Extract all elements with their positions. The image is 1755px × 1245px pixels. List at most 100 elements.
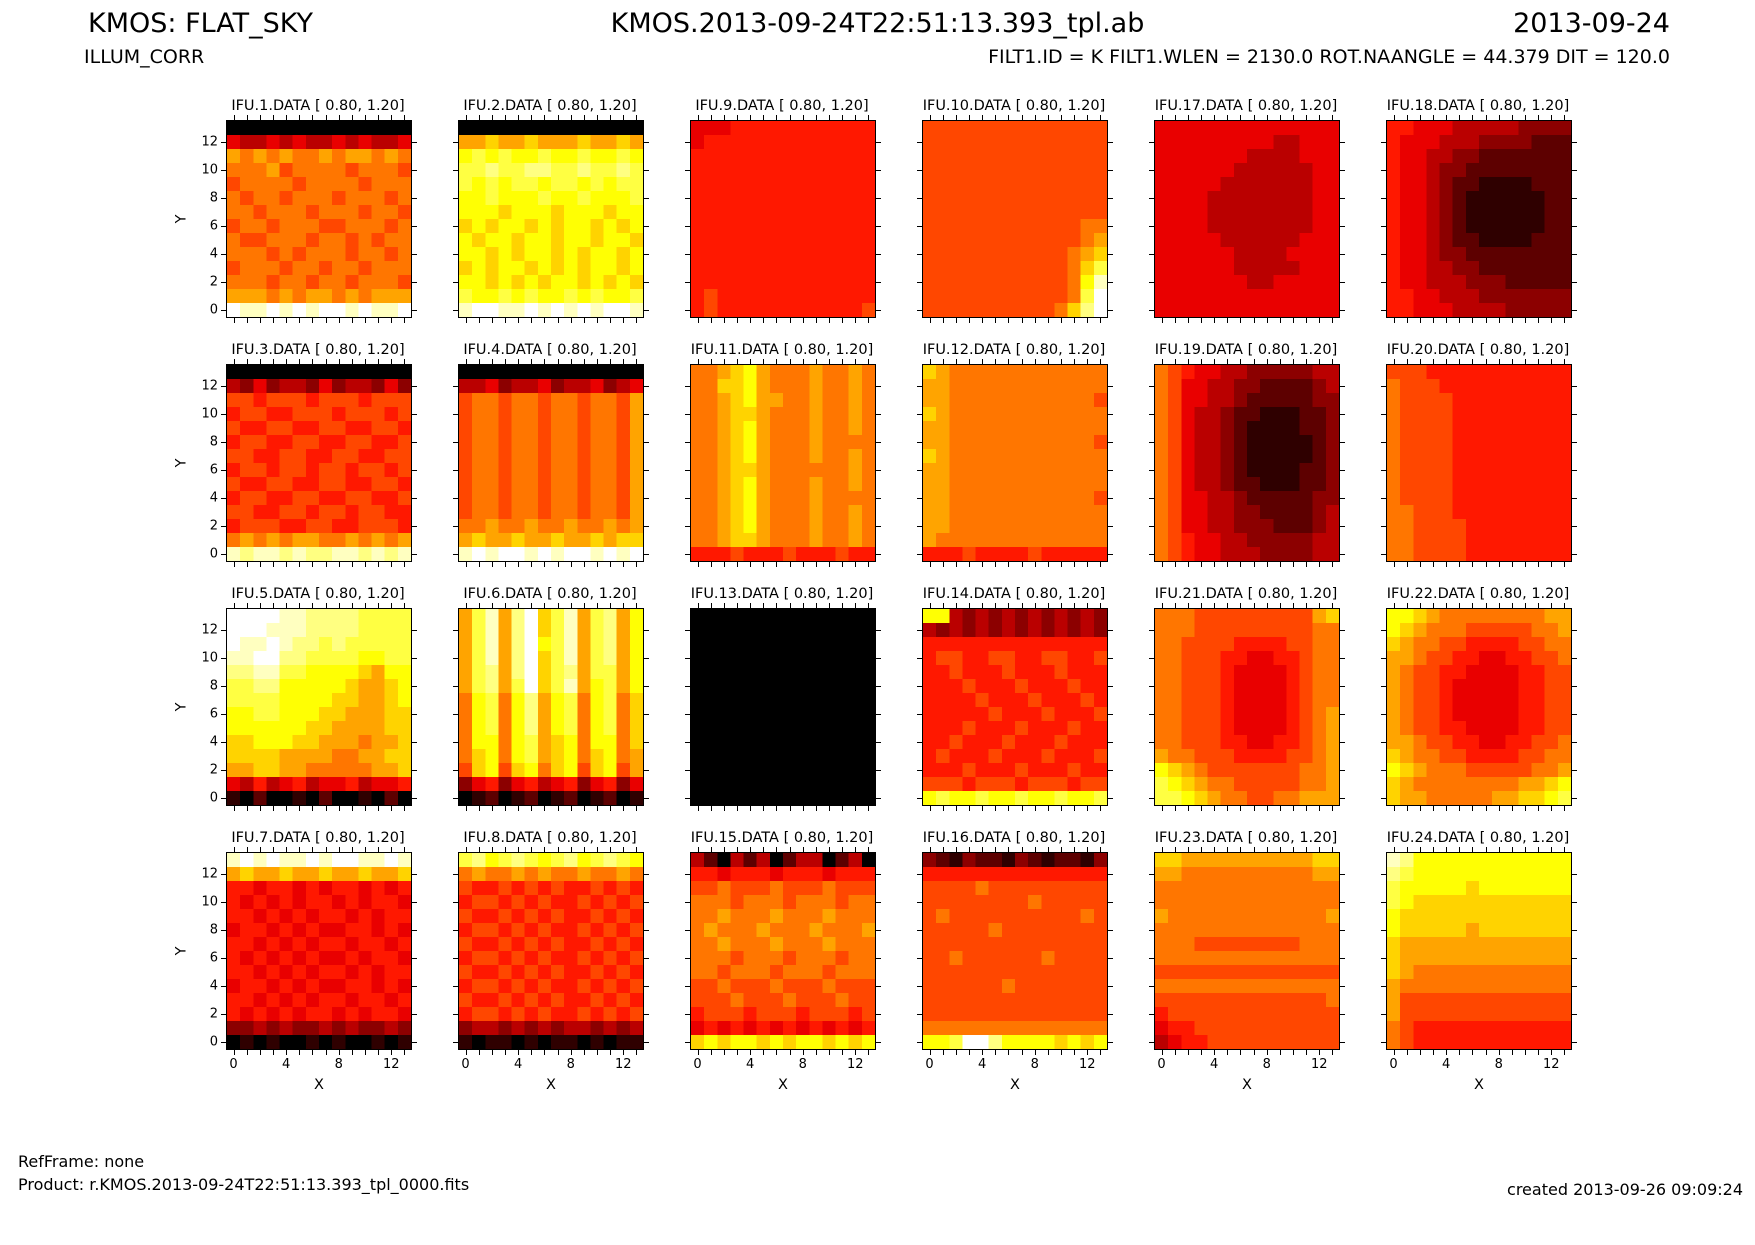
x-tick [1161, 603, 1163, 608]
y-tick [917, 770, 922, 771]
y-tick [1149, 1014, 1154, 1015]
y-tick [1381, 741, 1386, 743]
y-tick [1149, 198, 1154, 199]
panel-title: IFU.21.DATA [ 0.80, 1.20] [1154, 586, 1338, 602]
heatmap-canvas [459, 853, 643, 1049]
y-tick [1340, 282, 1345, 283]
y-tick [412, 470, 417, 471]
x-tick [557, 318, 559, 323]
x-tick [1021, 806, 1023, 811]
x-tick [391, 847, 393, 852]
x-tick [1306, 562, 1308, 567]
y-tick [644, 414, 649, 415]
x-tick-label: 8 [798, 1057, 807, 1072]
y-tick [453, 958, 458, 959]
x-tick [1074, 115, 1076, 120]
x-tick [325, 359, 327, 364]
y-tick [1572, 930, 1577, 931]
x-tick [505, 847, 506, 852]
x-tick [491, 806, 493, 811]
x-tick [505, 115, 506, 120]
y-tick [1572, 1042, 1577, 1043]
x-tick-label: 8 [566, 1057, 575, 1072]
x-tick [391, 318, 393, 323]
y-tick [876, 170, 881, 171]
x-tick [1074, 806, 1076, 811]
heatmap-canvas [227, 121, 411, 317]
x-tick [531, 847, 533, 852]
x-tick [1498, 318, 1500, 323]
x-tick [557, 603, 559, 608]
y-tick [412, 930, 417, 931]
y-tick [221, 902, 226, 903]
x-tick [351, 318, 353, 323]
y-tick [876, 630, 881, 631]
y-tick [917, 985, 922, 987]
y-tick-label: 0 [209, 790, 218, 806]
x-tick [802, 847, 804, 852]
x-tick [1433, 318, 1434, 323]
y-tick [917, 658, 922, 659]
x-tick [505, 318, 506, 323]
x-tick [1498, 562, 1500, 567]
x-tick [325, 1050, 327, 1055]
heatmap-canvas [923, 365, 1107, 561]
x-tick-label: 0 [1157, 1057, 1166, 1072]
x-tick [518, 359, 520, 364]
x-tick [1087, 359, 1089, 364]
x-tick [597, 806, 598, 811]
x-tick [737, 806, 738, 811]
x-tick [636, 115, 638, 120]
x-tick [1021, 603, 1023, 608]
x-tick [1332, 847, 1334, 852]
x-tick [557, 806, 559, 811]
x-tick [1293, 603, 1294, 608]
y-tick [412, 282, 417, 283]
x-tick [855, 1050, 857, 1055]
x-tick [351, 847, 353, 852]
y-tick [1149, 874, 1154, 875]
x-tick [1034, 1050, 1036, 1055]
y-tick [453, 526, 458, 527]
x-tick [570, 318, 572, 323]
y-tick [221, 282, 226, 283]
x-tick [325, 806, 327, 811]
x-tick [1187, 1050, 1189, 1055]
x-tick [1406, 1050, 1408, 1055]
heatmap-canvas [1387, 121, 1571, 317]
x-tick [1498, 359, 1500, 364]
y-tick [412, 386, 417, 387]
y-tick [412, 497, 417, 499]
x-tick [842, 1050, 844, 1055]
y-tick [644, 554, 649, 555]
plot-area: 0 4 8 12 X [453, 847, 649, 1093]
panel-title: IFU.7.DATA [ 0.80, 1.20] [231, 830, 405, 846]
y-tick [644, 658, 649, 659]
y-tick [221, 554, 226, 555]
x-tick [1227, 847, 1229, 852]
y-tick [917, 930, 922, 931]
x-tick [1047, 603, 1049, 608]
x-tick [1074, 562, 1076, 567]
y-tick-label: 12 [201, 134, 218, 150]
x-tick [378, 1050, 380, 1055]
y-tick [917, 170, 922, 171]
x-tick [259, 847, 261, 852]
x-tick [531, 806, 533, 811]
y-tick [1340, 526, 1345, 527]
y-tick [1572, 985, 1577, 987]
x-tick [750, 318, 752, 323]
x-tick [1100, 603, 1102, 608]
x-tick [1393, 318, 1395, 323]
x-tick [1174, 603, 1176, 608]
x-tick [737, 318, 738, 323]
y-tick [1149, 930, 1154, 931]
x-tick [338, 806, 340, 811]
x-tick [259, 806, 261, 811]
panel-title: IFU.2.DATA [ 0.80, 1.20] [463, 98, 637, 114]
y-tick [1108, 386, 1113, 387]
y-tick-label: 0 [209, 302, 218, 318]
x-tick [404, 847, 406, 852]
x-tick [1485, 1050, 1487, 1055]
x-tick [1551, 806, 1553, 811]
